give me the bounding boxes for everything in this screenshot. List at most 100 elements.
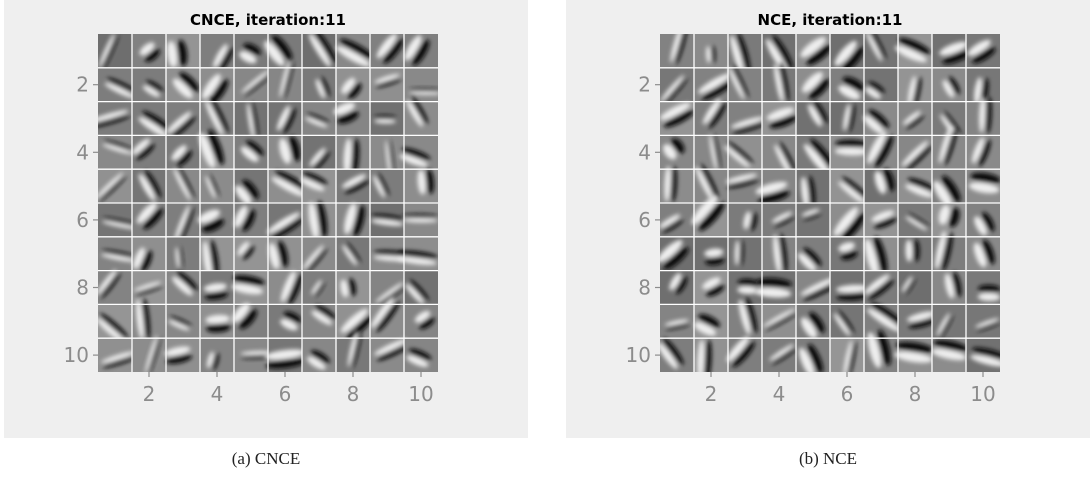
filter-dark-lobe — [732, 65, 749, 98]
filter-dark-lobe — [101, 249, 137, 258]
filter-dark-lobe — [345, 242, 361, 264]
filter-cell — [98, 169, 132, 203]
filter-cell — [966, 135, 1000, 170]
filter-dark-lobe — [351, 138, 360, 176]
filter-cell — [691, 195, 728, 237]
filter-light-lobe — [800, 277, 836, 296]
filter-dark-lobe — [339, 38, 375, 60]
filter-dark-lobe — [177, 150, 193, 166]
filter-cell — [894, 34, 932, 68]
filter-dark-lobe — [907, 177, 936, 191]
filter-cell — [370, 101, 404, 136]
filter-cell — [966, 96, 1000, 136]
filter-light-lobe — [98, 317, 125, 343]
filter-light-lobe — [726, 336, 749, 363]
filter-dark-lobe — [700, 163, 719, 199]
filter-light-lobe — [834, 40, 857, 66]
filter-light-lobe — [730, 116, 765, 129]
filter-cell — [754, 270, 796, 305]
y-tick-label: 8 — [638, 276, 651, 300]
filter-cell — [864, 236, 898, 277]
filter-light-lobe — [936, 312, 950, 336]
filter-dark-lobe — [209, 79, 229, 105]
filter-cell — [898, 101, 932, 136]
filter-dark-lobe — [251, 102, 259, 139]
filter-light-lobe — [167, 41, 178, 68]
filter-cell — [166, 203, 200, 244]
filter-light-lobe — [279, 60, 290, 98]
filter-dark-lobe — [144, 170, 162, 198]
filter-light-lobe — [704, 248, 724, 258]
filter-cell — [728, 101, 766, 136]
filter-light-lobe — [725, 173, 758, 184]
filter-light-lobe — [697, 73, 731, 94]
filter-dark-lobe — [425, 168, 435, 194]
filter-light-lobe — [142, 85, 160, 98]
filter-cell — [268, 304, 302, 339]
filter-cell-background — [728, 67, 762, 102]
filter-dark-lobe — [401, 147, 431, 160]
filter-cell — [200, 67, 234, 105]
filter-light-lobe — [901, 140, 929, 167]
filter-cell — [404, 34, 438, 68]
filter-light-lobe — [697, 339, 705, 372]
filter-dark-lobe — [662, 219, 684, 233]
filter-cell — [200, 304, 234, 339]
filter-light-lobe — [867, 131, 886, 164]
filter-light-lobe — [306, 356, 326, 370]
filter-dark-lobe — [807, 343, 824, 372]
filter-cell — [302, 270, 336, 305]
filter-cell — [197, 203, 234, 237]
filter-dark-lobe — [847, 341, 857, 372]
filter-light-lobe — [664, 165, 671, 202]
filter-light-lobe — [374, 339, 407, 356]
filter-cell — [863, 101, 898, 136]
filter-light-lobe — [98, 172, 124, 200]
filter-cell — [755, 169, 796, 204]
filter-dark-lobe — [939, 314, 954, 338]
filter-dark-lobe — [202, 218, 225, 233]
filter-cell — [132, 335, 166, 372]
filter-light-lobe — [138, 173, 156, 202]
filter-cell — [932, 270, 966, 305]
filter-cell — [762, 135, 797, 177]
filter-light-lobe — [728, 67, 745, 100]
filter-light-lobe — [268, 242, 280, 270]
filter-dark-lobe — [726, 178, 759, 189]
filter-cell — [660, 337, 694, 372]
filter-cell — [404, 270, 438, 305]
filter-light-lobe — [763, 308, 796, 327]
filter-light-lobe — [279, 138, 291, 164]
filter-dark-lobe — [755, 277, 792, 288]
filter-light-lobe — [769, 344, 795, 361]
y-tick-label: 10 — [626, 343, 651, 367]
x-tick-label: 6 — [279, 382, 292, 406]
filter-dark-lobe — [176, 271, 198, 291]
filter-light-lobe — [280, 270, 296, 303]
filter-dark-lobe — [708, 102, 727, 129]
filter-dark-lobe — [106, 77, 138, 94]
filter-cell — [200, 97, 234, 136]
filter-cell — [830, 270, 870, 305]
filter-light-lobe — [136, 202, 157, 224]
filter-cell — [830, 304, 864, 339]
filter-light-lobe — [843, 340, 853, 372]
filter-light-lobe — [402, 218, 438, 223]
filter-dark-lobe — [344, 179, 370, 194]
filter-light-lobe — [663, 144, 677, 160]
filter-dark-lobe — [933, 339, 969, 352]
filter-cell — [164, 338, 200, 372]
filter-light-lobe — [333, 102, 356, 115]
filter-cell — [404, 96, 438, 136]
filter-dark-lobe — [868, 81, 885, 94]
filter-dark-lobe — [665, 323, 690, 330]
filter-cell — [932, 67, 966, 102]
filter-cell — [336, 270, 370, 305]
filter-cell — [796, 338, 830, 372]
filter-dark-lobe — [905, 144, 933, 171]
filter-light-lobe — [905, 184, 934, 198]
filter-light-lobe — [240, 146, 259, 162]
filter-light-lobe — [417, 169, 426, 195]
filter-cell — [660, 236, 694, 271]
filter-light-lobe — [934, 230, 947, 270]
